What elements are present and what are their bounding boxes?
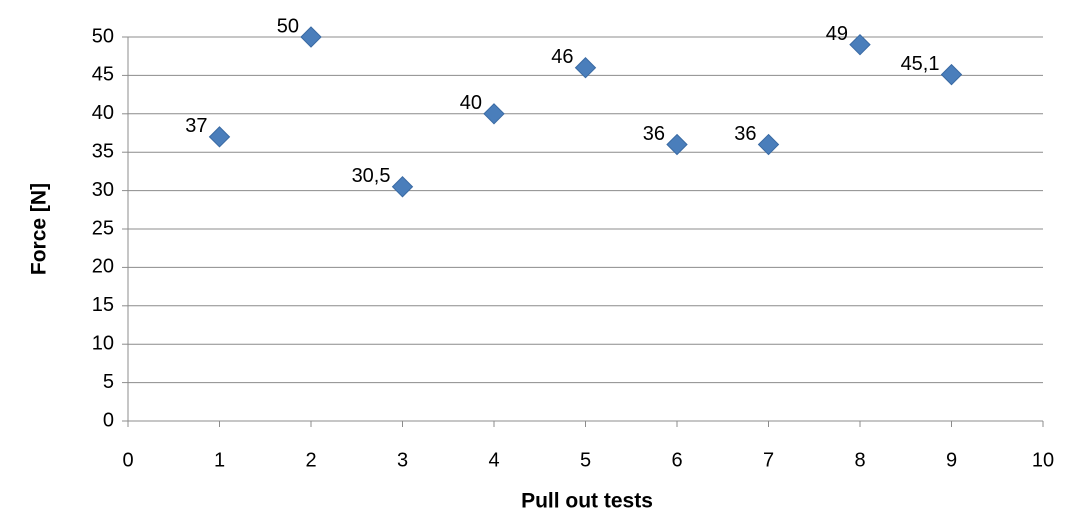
- y-tick-label: 50: [92, 25, 114, 47]
- y-tick-label: 40: [92, 102, 114, 124]
- x-tick-label: 3: [397, 449, 408, 471]
- marker: [849, 33, 871, 56]
- x-axis-title: Pull out tests: [521, 490, 653, 513]
- marker: [300, 26, 322, 48]
- marker: [208, 126, 231, 148]
- data-label: 50: [277, 15, 299, 37]
- x-tick-label: 9: [946, 449, 957, 471]
- marker: [483, 103, 505, 125]
- marker: [666, 133, 688, 156]
- data-label: 45,1: [901, 53, 940, 75]
- data-label: 36: [643, 123, 665, 145]
- marker: [940, 63, 963, 86]
- y-tick-label: 5: [103, 371, 114, 393]
- marker: [574, 57, 597, 79]
- y-tick-label: 25: [92, 217, 114, 239]
- y-axis-title: Force [N]: [28, 183, 51, 275]
- x-tick-label: 5: [580, 449, 591, 471]
- y-tick-label: 0: [103, 409, 114, 431]
- data-label: 30,5: [352, 165, 391, 187]
- y-tick-label: 15: [92, 294, 114, 316]
- y-tick-label: 45: [92, 64, 114, 86]
- x-tick-label: 8: [854, 449, 865, 471]
- x-tick-label: 7: [763, 449, 774, 471]
- x-tick-label: 0: [122, 449, 133, 471]
- data-label: 37: [185, 115, 207, 137]
- x-tick-label: 2: [305, 449, 316, 471]
- data-label: 46: [551, 46, 573, 68]
- y-tick-label: 35: [92, 140, 114, 162]
- y-tick-label: 30: [92, 179, 114, 201]
- data-label: 40: [460, 92, 482, 114]
- y-tick-label: 20: [92, 256, 114, 278]
- x-tick-label: 6: [671, 449, 682, 471]
- marker: [757, 133, 780, 156]
- data-label: 36: [734, 123, 756, 145]
- x-tick-label: 10: [1032, 449, 1054, 471]
- data-label: 49: [826, 23, 848, 45]
- x-tick-label: 4: [488, 449, 499, 471]
- y-tick-label: 10: [92, 332, 114, 354]
- x-tick-label: 1: [214, 449, 225, 471]
- marker: [391, 176, 414, 198]
